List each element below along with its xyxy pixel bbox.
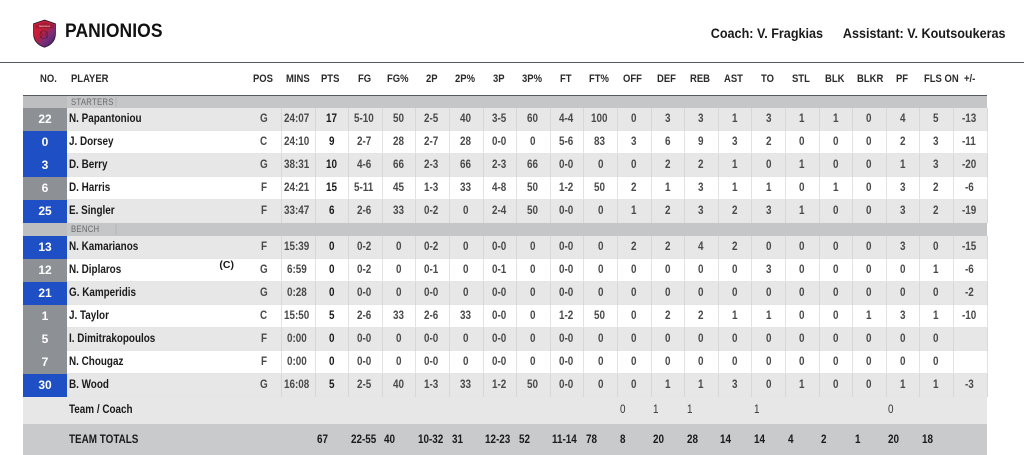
svg-text:PANIONIOS: PANIONIOS: [39, 25, 51, 28]
